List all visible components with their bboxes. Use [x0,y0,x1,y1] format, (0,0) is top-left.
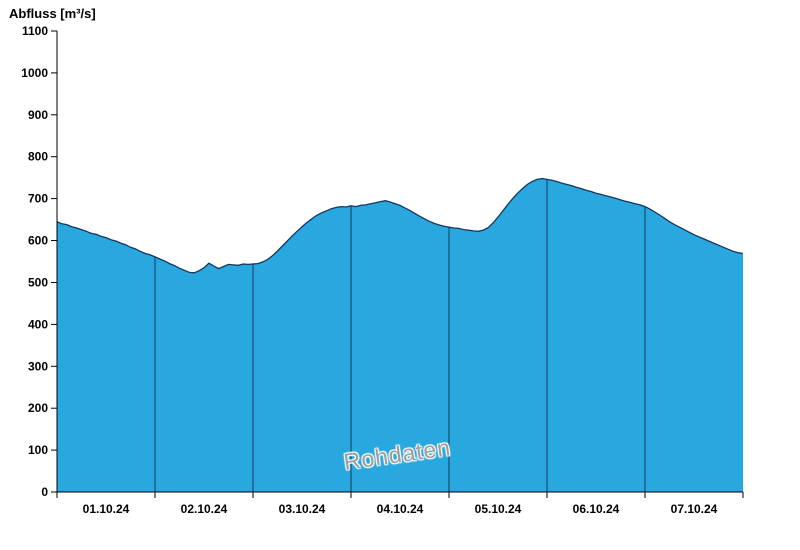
y-tick-label: 800 [28,150,48,164]
y-tick-label: 300 [28,359,48,373]
series-area-fill [57,178,743,492]
y-tick-label: 1100 [22,24,48,38]
y-tick-label: 600 [28,234,48,248]
y-tick-label: 100 [28,443,48,457]
chart-title: Abfluss [m³/s] [9,6,96,21]
x-tick-label: 05.10.24 [475,502,522,516]
y-tick-label: 900 [28,108,48,122]
x-tick-label: 03.10.24 [279,502,326,516]
y-tick-label: 500 [28,276,48,290]
x-tick-label: 01.10.24 [83,502,130,516]
x-tick-label: 06.10.24 [573,502,620,516]
y-tick-label: 0 [41,485,48,499]
x-tick-label: 04.10.24 [377,502,424,516]
y-tick-label: 400 [28,317,48,331]
y-tick-label: 700 [28,192,48,206]
y-tick-label: 1000 [21,66,48,80]
x-tick-label: 07.10.24 [671,502,718,516]
series-line [56,177,744,274]
y-tick-label: 200 [28,401,48,415]
x-tick-label: 02.10.24 [181,502,228,516]
